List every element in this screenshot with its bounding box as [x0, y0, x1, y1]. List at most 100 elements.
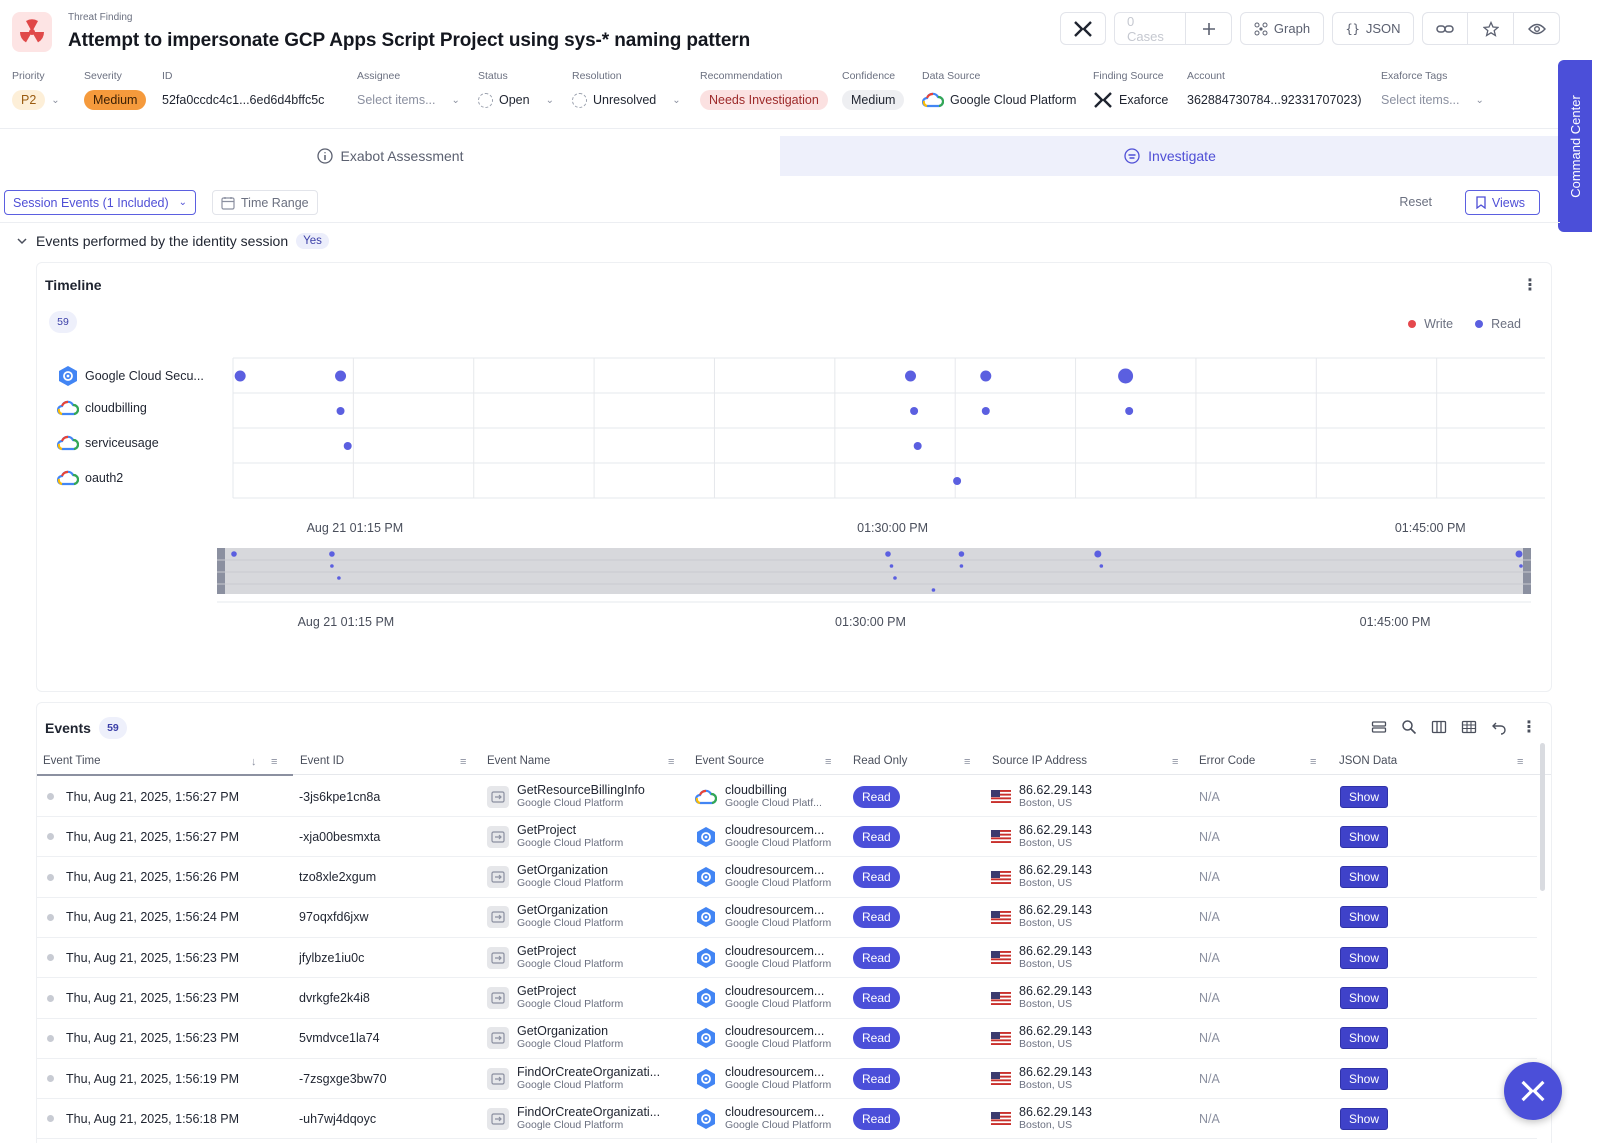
table-row[interactable]: Thu, Aug 21, 2025, 1:56:24 PM 97oqxfd6jxw… — [37, 897, 1537, 938]
table-row[interactable]: Thu, Aug 21, 2025, 1:56:23 PM jfylbze1iu0… — [37, 937, 1537, 979]
col-error-code[interactable]: Error Code — [1199, 755, 1256, 767]
eye-icon — [1527, 23, 1546, 34]
col-event-name[interactable]: Event Name — [487, 755, 551, 767]
show-json-button[interactable]: Show — [1340, 1027, 1389, 1050]
search-icon[interactable] — [1401, 719, 1417, 735]
more-options-icon[interactable]: ⋮ — [1522, 277, 1538, 294]
col-read-only[interactable]: Read Only — [853, 755, 908, 767]
source-ip[interactable]: 86.62.29.143 — [1019, 1104, 1092, 1119]
us-flag-icon — [991, 1031, 1011, 1045]
tags-select[interactable]: Select items... — [1381, 93, 1460, 107]
legend-dot — [1475, 320, 1484, 328]
filter-icon[interactable]: ≡ — [1517, 756, 1524, 768]
show-json-button[interactable]: Show — [1340, 906, 1389, 929]
table-row[interactable]: Thu, Aug 21, 2025, 1:56:18 PM -uh7wj4dqoy… — [37, 1098, 1537, 1140]
assignee-select[interactable]: Select items... — [357, 93, 436, 107]
show-json-button[interactable]: Show — [1340, 1067, 1389, 1090]
event-id[interactable]: tzo8xle2xgum — [299, 870, 377, 885]
tab-investigate[interactable]: Investigate — [780, 136, 1560, 176]
table-row[interactable]: Thu, Aug 21, 2025, 1:56:27 PM -3js6kpe1cn… — [37, 776, 1537, 817]
source-ip[interactable]: 86.62.29.143 — [1019, 984, 1092, 998]
json-data-cell: Show — [1340, 1018, 1460, 1059]
account-field: Account 362884730784...92331707023) — [1187, 70, 1361, 111]
event-id[interactable]: 97oqxfd6jxw — [299, 910, 369, 925]
filter-icon[interactable]: ≡ — [460, 756, 467, 768]
source-ip[interactable]: 86.62.29.143 — [1019, 863, 1092, 878]
show-json-button[interactable]: Show — [1340, 1107, 1389, 1130]
event-id[interactable]: -xja00besmxta — [299, 829, 381, 844]
col-json-data[interactable]: JSON Data — [1339, 755, 1398, 767]
watch-button[interactable] — [1514, 12, 1560, 45]
undo-icon[interactable] — [1491, 719, 1507, 735]
assignee-field[interactable]: Assignee Select items... ⌄ — [357, 70, 460, 111]
json-button[interactable]: {} JSON — [1332, 12, 1414, 45]
legend-write[interactable]: Write — [1408, 317, 1453, 331]
source-ip[interactable]: 86.62.29.143 — [1019, 822, 1092, 837]
columns-icon[interactable] — [1431, 719, 1447, 735]
status-field[interactable]: Status Open ⌄ — [478, 70, 554, 111]
table-row[interactable]: Thu, Aug 21, 2025, 1:56:19 PM -7zsgxge3bw… — [37, 1058, 1537, 1100]
source-ip-cell: 86.62.29.143 Boston, US — [991, 1058, 1181, 1099]
graph-button[interactable]: Graph — [1240, 12, 1324, 45]
event-source: cloudresourcem... — [725, 1024, 825, 1039]
source-ip[interactable]: 86.62.29.143 — [1019, 943, 1092, 958]
show-json-button[interactable]: Show — [1340, 866, 1389, 889]
source-ip-cell: 86.62.29.143 Boston, US — [991, 816, 1181, 857]
filter-icon[interactable]: ≡ — [1310, 756, 1317, 768]
filter-icon[interactable]: ≡ — [1172, 756, 1179, 768]
tags-field[interactable]: Exaforce Tags Select items... ⌄ — [1381, 70, 1484, 111]
tab-exabot-assessment[interactable]: Exabot Assessment — [0, 136, 780, 176]
table-icon[interactable] — [1461, 719, 1477, 735]
source-ip[interactable]: 86.62.29.143 — [1019, 903, 1092, 918]
event-id[interactable]: -7zsgxge3bw70 — [299, 1071, 387, 1086]
col-source-ip[interactable]: Source IP Address — [992, 755, 1088, 767]
cases-button[interactable]: 0 Cases — [1114, 12, 1186, 45]
add-case-button[interactable] — [1186, 12, 1232, 45]
col-event-id[interactable]: Event ID — [300, 755, 345, 767]
views-button[interactable]: Views — [1464, 190, 1540, 215]
time-range-button[interactable]: Time Range — [212, 190, 318, 215]
event-id[interactable]: dvrkgfe2k4i8 — [299, 991, 370, 1005]
more-options-icon[interactable]: ⋮ — [1521, 719, 1537, 736]
col-event-source[interactable]: Event Source — [695, 755, 765, 767]
session-events-dropdown[interactable]: Session Events (1 Included) ⌄ — [4, 190, 197, 215]
filter-icon[interactable]: ≡ — [964, 756, 971, 768]
source-ip[interactable]: 86.62.29.143 — [1019, 1024, 1092, 1039]
command-center-tab[interactable]: Command Center — [1558, 60, 1592, 232]
table-scrollbar[interactable] — [1540, 743, 1545, 891]
show-json-button[interactable]: Show — [1340, 825, 1389, 848]
sort-desc-icon[interactable]: ↓ — [251, 756, 257, 768]
event-id[interactable]: -uh7wj4dqoyc — [299, 1111, 377, 1126]
event-id[interactable]: jfylbze1iu0c — [299, 950, 365, 965]
favorite-button[interactable] — [1468, 12, 1514, 45]
show-json-button[interactable]: Show — [1340, 946, 1389, 969]
legend-read[interactable]: Read — [1475, 317, 1521, 331]
priority-field[interactable]: Priority P2 ⌄ — [12, 70, 60, 111]
section-header[interactable]: Events performed by the identity session… — [16, 233, 329, 249]
read-badge: Read — [853, 785, 900, 808]
timeline-point — [234, 370, 246, 382]
timeline-chart[interactable]: Aug 21 01:15 PM 01:30:00 PM 01:45:00 PM Au… — [37, 303, 1551, 683]
event-source-platform: Google Cloud Platform — [725, 957, 832, 970]
exaforce-button[interactable] — [1060, 12, 1106, 45]
reset-button[interactable]: Reset — [1399, 195, 1432, 209]
copy-link-button[interactable] — [1422, 12, 1468, 45]
table-row[interactable]: Thu, Aug 21, 2025, 1:56:23 PM 5vmdvce1la7… — [37, 1018, 1537, 1059]
density-icon[interactable] — [1371, 719, 1387, 735]
resolution-field[interactable]: Resolution Unresolved ⌄ — [572, 70, 681, 111]
table-row[interactable]: Thu, Aug 21, 2025, 1:56:26 PM tzo8xle2xgu… — [37, 857, 1537, 898]
show-json-button[interactable]: Show — [1340, 785, 1389, 808]
exabot-chat-button[interactable] — [1504, 1062, 1562, 1120]
source-ip[interactable]: 86.62.29.143 — [1019, 1064, 1092, 1079]
table-row[interactable]: Thu, Aug 21, 2025, 1:56:27 PM -xja00besmx… — [37, 816, 1537, 858]
source-ip[interactable]: 86.62.29.143 — [1019, 782, 1092, 797]
filter-icon[interactable]: ≡ — [825, 756, 832, 768]
event-id[interactable]: -3js6kpe1cn8a — [299, 789, 381, 804]
table-row[interactable]: Thu, Aug 21, 2025, 1:56:23 PM dvrkgfe2k4i… — [37, 978, 1537, 1019]
show-json-button[interactable]: Show — [1340, 987, 1389, 1009]
col-event-time[interactable]: Event Time — [43, 755, 101, 767]
filter-icon[interactable]: ≡ — [271, 756, 278, 768]
event-id[interactable]: 5vmdvce1la74 — [299, 1031, 380, 1046]
filter-icon[interactable]: ≡ — [668, 756, 675, 768]
cloud-resource-manager-icon — [697, 907, 715, 928]
